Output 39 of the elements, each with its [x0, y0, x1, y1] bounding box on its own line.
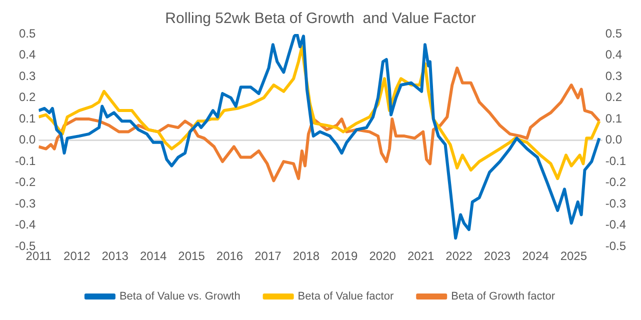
y-tick-label: 0.1	[18, 111, 36, 126]
y2-tick-label: 0.2	[605, 90, 622, 104]
y-tick-label: 0.0	[18, 132, 36, 147]
legend-label: Beta of Growth factor	[451, 290, 556, 303]
y2-tick-label: -0.5	[605, 238, 626, 253]
y-tick-label: -0.2	[14, 175, 36, 190]
x-tick-label: 2020	[369, 249, 396, 264]
x-tick-label: 2012	[64, 249, 91, 264]
x-tick-label: 2018	[292, 249, 320, 264]
chart-title: Rolling 52wk Beta of Growth and Value Factor	[165, 10, 476, 28]
y2-tick-label: 0.3	[605, 68, 622, 83]
y2-tick-label: -0.2	[605, 175, 626, 190]
x-tick-label: 2014	[140, 249, 167, 264]
y2-tick-label: -0.3	[605, 196, 626, 210]
x-tick-label: 2021	[407, 249, 434, 264]
x-tick-label: 2019	[331, 249, 358, 264]
x-tick-label: 2024	[522, 249, 550, 264]
y-tick-label: 0.5	[18, 26, 36, 40]
x-tick-label: 2023	[484, 249, 511, 264]
y-tick-label: 0.3	[18, 68, 36, 83]
legend-label: Beta of Value factor	[298, 290, 394, 303]
x-tick-label: 2017	[254, 249, 282, 264]
x-tick-label: 2015	[178, 249, 206, 264]
x-tick-label: 2013	[102, 249, 129, 264]
y2-tick-label: 0.4	[605, 48, 622, 62]
y2-tick-label: -0.4	[605, 218, 626, 232]
y2-tick-label: 0.5	[605, 26, 622, 40]
x-tick-label: 2025	[560, 249, 588, 264]
x-tick-label: 2022	[446, 249, 473, 264]
legend-label: Beta of Value vs. Growth	[119, 290, 240, 303]
y-tick-label: 0.4	[18, 48, 36, 62]
x-tick-label: 2016	[216, 249, 244, 264]
y2-tick-label: -0.1	[605, 154, 626, 168]
y2-tick-label: 0.0	[605, 132, 622, 147]
y-tick-label: -0.3	[14, 196, 36, 210]
y-tick-label: -0.1	[14, 154, 36, 168]
y-tick-label: -0.4	[14, 218, 36, 232]
y2-tick-label: 0.1	[605, 111, 622, 126]
y-tick-label: 0.2	[18, 90, 36, 104]
